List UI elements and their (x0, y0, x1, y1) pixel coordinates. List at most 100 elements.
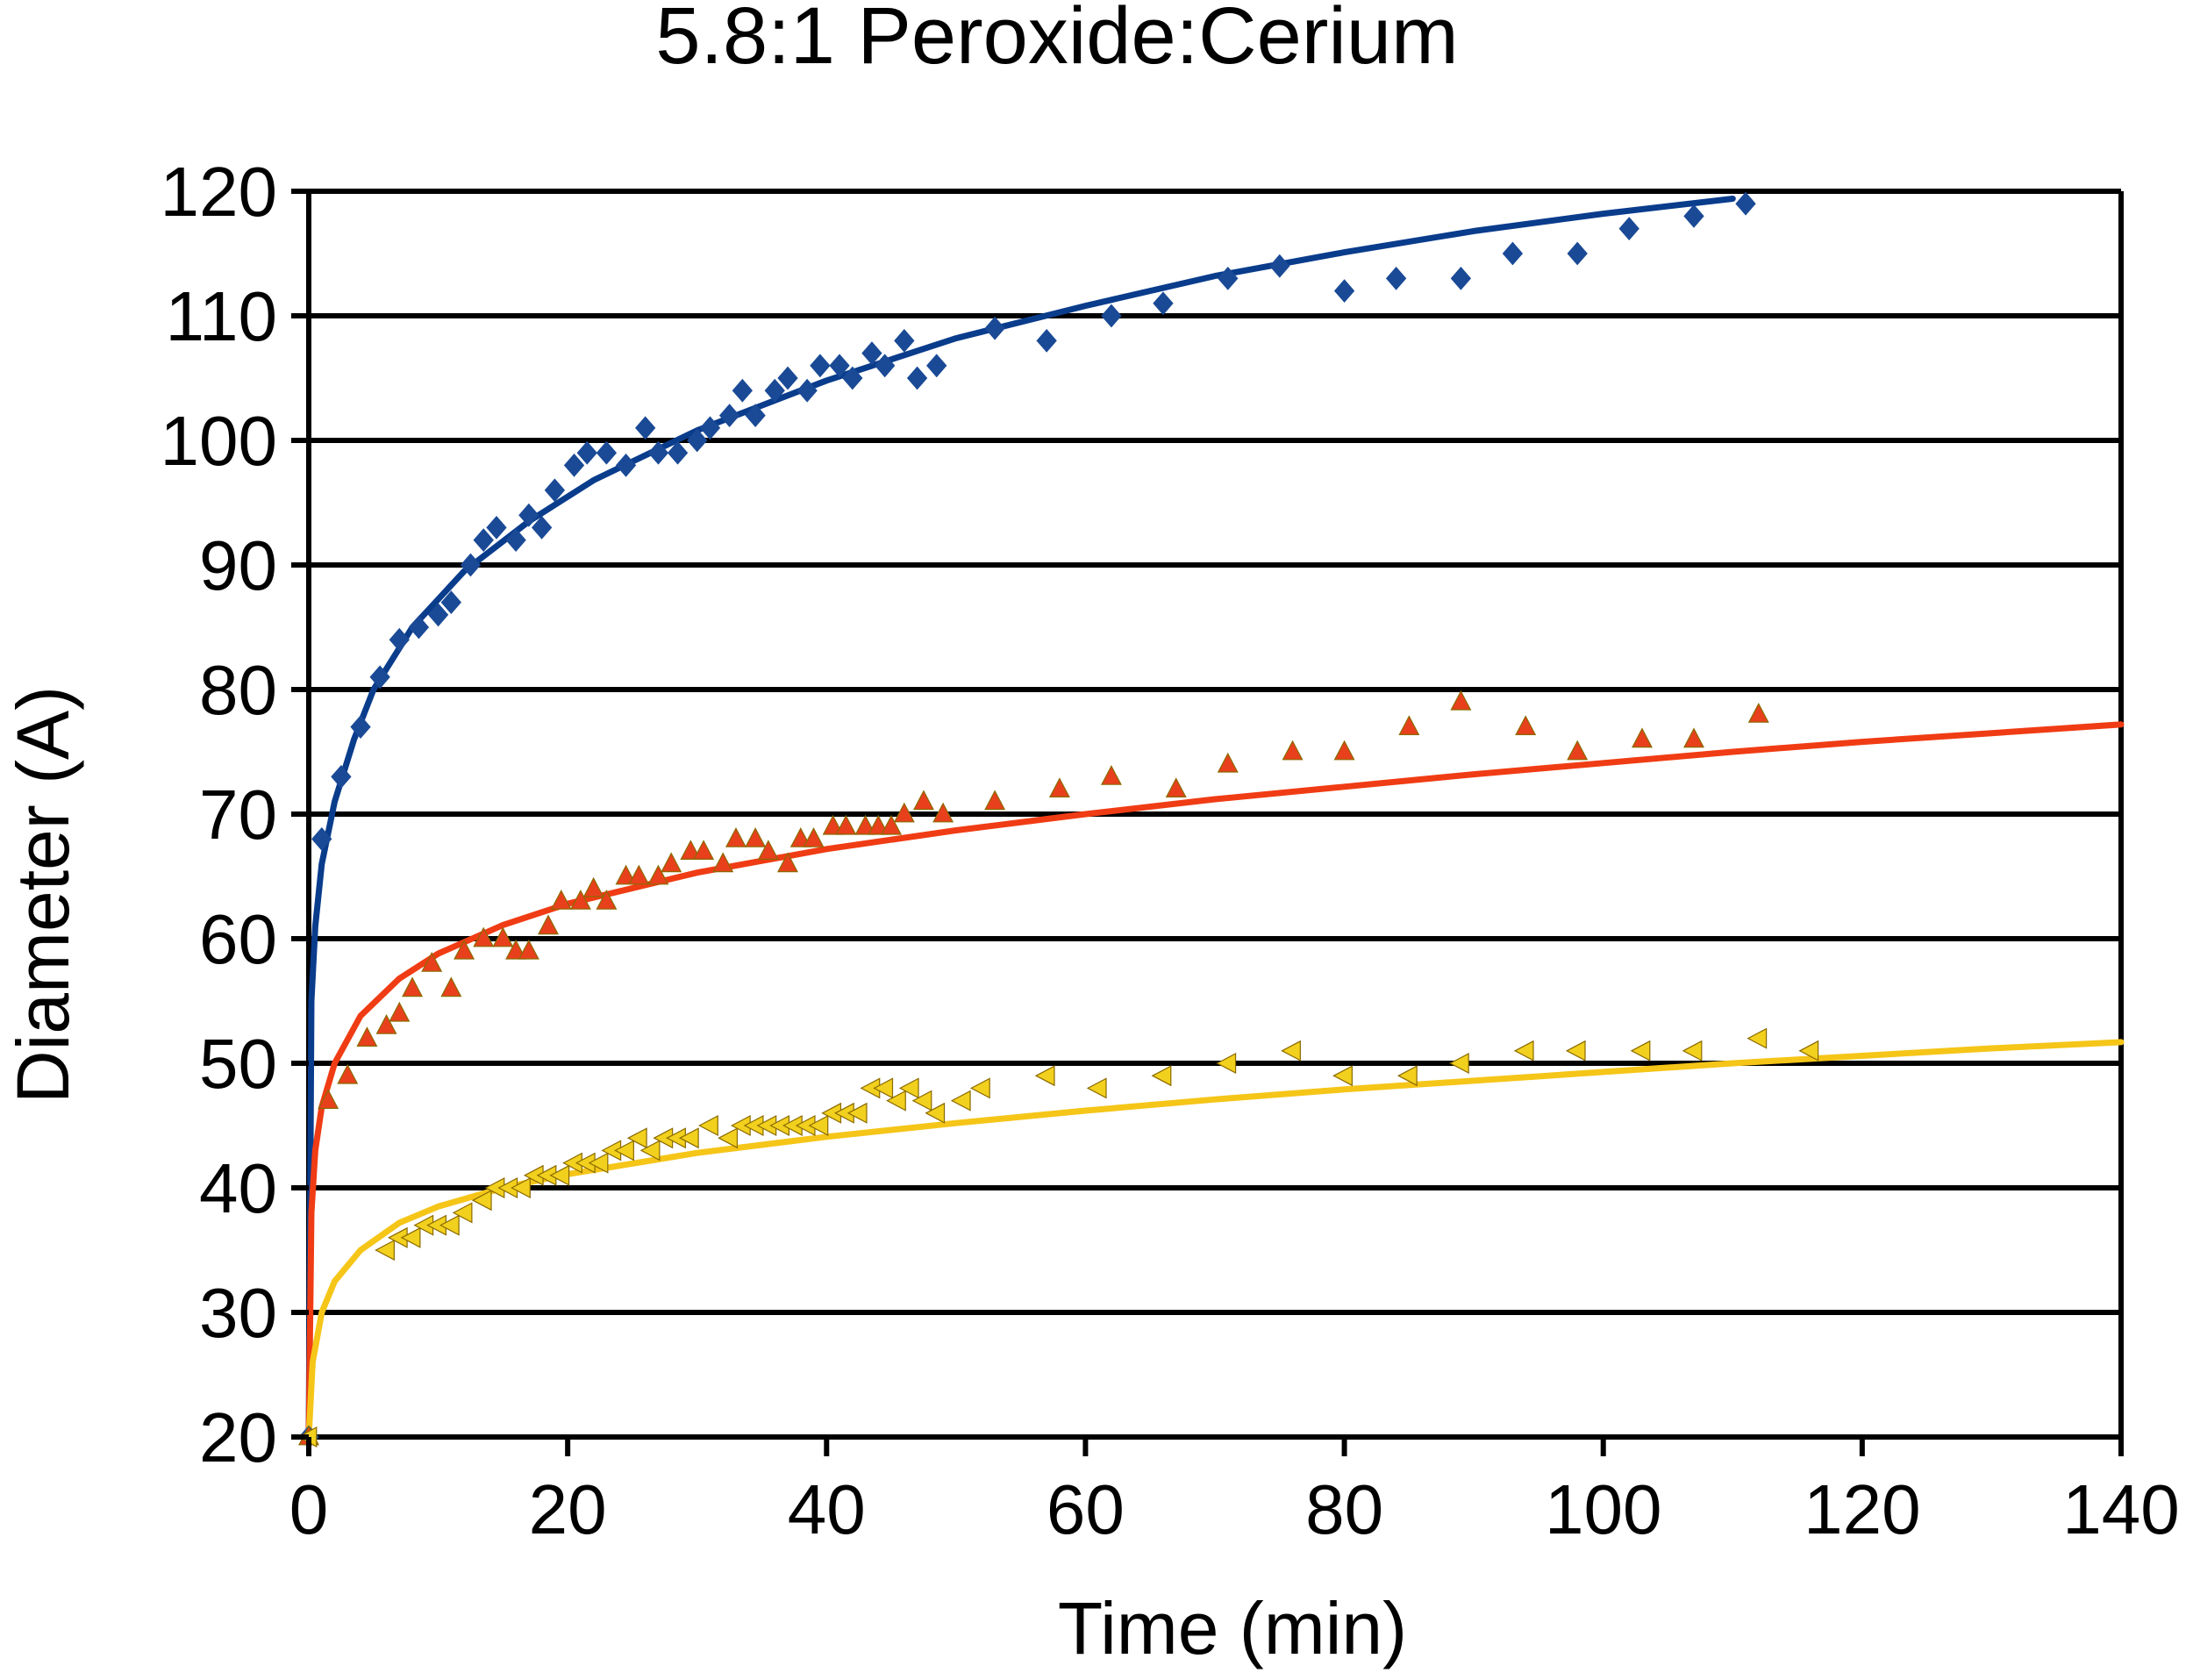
data-point (1282, 740, 1304, 761)
data-point (1567, 241, 1588, 266)
data-point (492, 926, 514, 947)
data-point (678, 1127, 699, 1149)
data-point (1515, 715, 1537, 735)
data-point (1217, 752, 1239, 773)
data-point (894, 328, 915, 353)
data-point (745, 404, 766, 428)
y-tick-label: 90 (199, 526, 277, 604)
data-point (550, 890, 572, 910)
data-point (1513, 1040, 1534, 1062)
data-point (1086, 1077, 1107, 1099)
data-point (518, 939, 539, 960)
fit-curve-1 (305, 196, 1736, 1441)
data-point (680, 840, 702, 860)
data-point (486, 515, 507, 540)
data-point (906, 366, 928, 390)
y-tick-label: 20 (199, 1398, 277, 1476)
data-point (505, 939, 527, 960)
data-point (1048, 777, 1070, 797)
data-point (1450, 690, 1472, 711)
data-point (712, 852, 734, 873)
y-tick-label: 100 (161, 402, 277, 480)
y-tick-label: 120 (161, 153, 277, 231)
data-point (1683, 727, 1705, 748)
data-point (886, 1090, 906, 1112)
data-point (350, 715, 371, 740)
data-point (835, 814, 857, 835)
data-point (408, 615, 430, 640)
data-point (569, 890, 591, 910)
y-tick-label: 110 (165, 277, 277, 355)
data-point (369, 665, 390, 690)
y-tick-label: 70 (199, 776, 277, 854)
data-point (439, 1214, 460, 1236)
y-tick-label: 80 (199, 651, 277, 729)
data-point (596, 440, 618, 465)
data-point (1631, 727, 1653, 748)
data-point (667, 440, 689, 465)
data-point (647, 864, 669, 885)
data-points (296, 191, 1819, 1449)
data-point (875, 354, 896, 378)
data-point (1101, 304, 1122, 328)
data-point (1798, 1040, 1819, 1062)
data-point (1216, 1053, 1237, 1074)
data-point (661, 852, 682, 873)
data-point (1281, 1040, 1301, 1062)
data-point (473, 528, 494, 553)
x-tick-label: 20 (529, 1470, 607, 1548)
data-point (873, 1077, 894, 1099)
data-point (718, 404, 740, 428)
y-axis-title: Diameter (A) (2, 686, 84, 1104)
data-point (893, 802, 915, 823)
data-point (473, 926, 495, 947)
data-point (687, 428, 708, 453)
data-point (1398, 715, 1420, 735)
data-point (505, 528, 526, 553)
data-point (1332, 1065, 1353, 1087)
data-point (777, 366, 798, 390)
fit-curve-2 (305, 721, 2125, 1441)
data-point (614, 1140, 634, 1162)
data-point (440, 976, 462, 997)
data-point (1449, 1053, 1469, 1074)
data-point (969, 1077, 990, 1099)
data-point (331, 764, 352, 789)
data-point (615, 453, 637, 477)
data-point (1747, 703, 1769, 723)
data-point (1735, 191, 1756, 216)
chart-title: 5.8:1 Peroxide:Cerium (655, 0, 1458, 81)
data-point (911, 1090, 932, 1112)
data-point (375, 1014, 397, 1034)
y-tick-label: 40 (199, 1149, 277, 1227)
data-point (789, 827, 811, 847)
x-tick-label: 120 (1804, 1470, 1920, 1548)
data-point (950, 1090, 971, 1112)
data-point (471, 1190, 492, 1212)
x-tick-label: 140 (2062, 1470, 2179, 1548)
data-point (1567, 740, 1589, 761)
data-point (745, 827, 767, 847)
data-point (628, 864, 650, 885)
data-point (693, 840, 715, 860)
data-point (1682, 1040, 1703, 1062)
data-point (868, 814, 889, 835)
data-point (861, 341, 882, 366)
data-point (808, 1115, 829, 1136)
data-point (318, 1089, 339, 1109)
data-point (1151, 1065, 1172, 1087)
data-point (615, 864, 637, 885)
data-point (518, 503, 539, 527)
data-point (854, 814, 876, 835)
data-point (460, 553, 482, 577)
series-3-points (296, 1027, 1819, 1448)
data-point (777, 852, 799, 873)
data-point (984, 790, 1006, 811)
data-point (400, 1226, 421, 1248)
data-point (596, 890, 618, 910)
data-point (588, 1152, 609, 1174)
data-point (563, 453, 585, 477)
data-point (725, 827, 746, 847)
